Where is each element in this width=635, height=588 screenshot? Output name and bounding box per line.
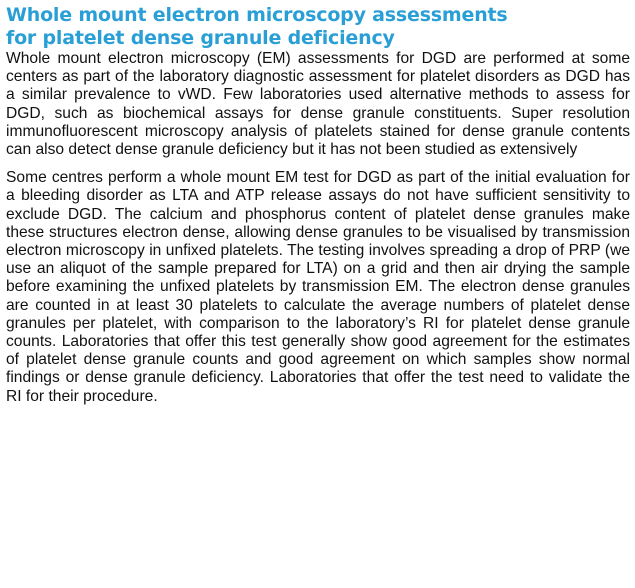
document-page: Whole mount electron microscopy assessme… — [6, 4, 630, 406]
section-heading: Whole mount electron microscopy assessme… — [6, 4, 630, 50]
body-paragraph-1: Whole mount electron microscopy (EM) ass… — [6, 50, 630, 159]
body-paragraph-2: Some centres perform a whole mount EM te… — [6, 169, 630, 405]
section-heading-line2: for platelet dense granule deficiency — [6, 27, 395, 49]
section-heading-line1: Whole mount electron microscopy assessme… — [6, 4, 508, 26]
